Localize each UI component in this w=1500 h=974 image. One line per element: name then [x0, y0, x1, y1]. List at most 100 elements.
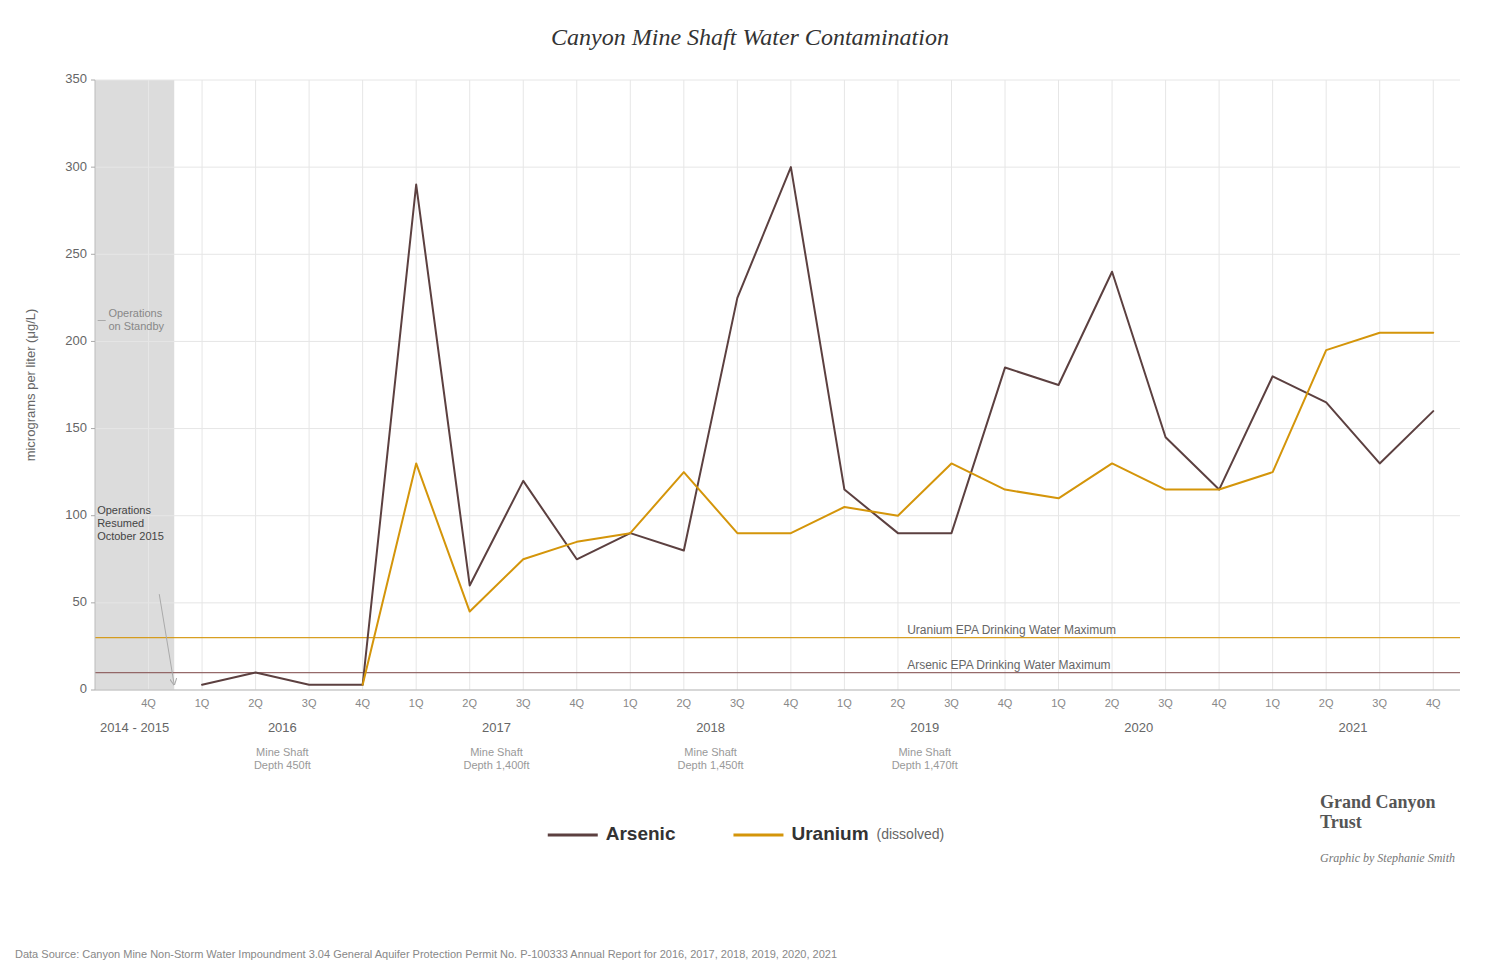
- x-tick-label: 4Q: [355, 697, 370, 709]
- y-tick-label: 0: [80, 681, 87, 696]
- x-group-label: 2018: [696, 720, 725, 735]
- y-tick: [91, 254, 95, 255]
- source: Data Source: Canyon Mine Non-Storm Water…: [15, 948, 837, 960]
- x-tick-label: 2Q: [462, 697, 477, 709]
- legend-label: Uranium: [791, 823, 868, 844]
- y-grid-line: [95, 254, 1460, 255]
- x-grid-line: [1326, 80, 1327, 690]
- standby-dash: [98, 320, 106, 321]
- y-grid-line: [95, 428, 1460, 429]
- y-tick-label: 150: [65, 420, 87, 435]
- x-group-label: 2019: [910, 720, 939, 735]
- legend: Arsenic Uranium (dissolved): [548, 823, 944, 844]
- legend-swatch: [548, 834, 598, 837]
- series-line: [363, 333, 1434, 685]
- series-line: [202, 167, 1433, 685]
- y-grid-line: [95, 80, 1460, 81]
- x-grid-line: [683, 80, 684, 690]
- x-grid-line: [362, 80, 363, 690]
- x-tick-label: 1Q: [195, 697, 210, 709]
- x-tick-label: 2Q: [891, 697, 906, 709]
- logo-text: Grand CanyonTrust: [1320, 792, 1436, 832]
- x-group-label: 2014 - 2015: [100, 720, 169, 735]
- x-grid-line: [630, 80, 631, 690]
- x-tick-label: 3Q: [944, 697, 959, 709]
- title: Canyon Mine Shaft Water Contamination: [551, 24, 949, 50]
- x-grid-line: [1219, 80, 1220, 690]
- y-tick: [91, 515, 95, 516]
- y-tick: [91, 428, 95, 429]
- legend-note: (dissolved): [877, 826, 945, 842]
- y-tick: [91, 167, 95, 168]
- x-tick-label: 2Q: [248, 697, 263, 709]
- x-grid-line: [148, 80, 149, 690]
- standby-region: [95, 80, 174, 690]
- x-tick-label: 4Q: [1212, 697, 1227, 709]
- y-tick-label: 300: [65, 159, 87, 174]
- x-tick-label: 3Q: [730, 697, 745, 709]
- x-grid-line: [416, 80, 417, 690]
- x-group-sublabel: Mine ShaftDepth 1,470ft: [892, 746, 958, 771]
- y-tick-label: 50: [73, 594, 87, 609]
- plot-area: [95, 167, 1460, 685]
- x-axis-line: [95, 690, 1460, 691]
- y-grid-line: [95, 167, 1460, 168]
- x-tick-label: 3Q: [1158, 697, 1173, 709]
- x-grid-line: [844, 80, 845, 690]
- x-tick-label: 2Q: [1319, 697, 1334, 709]
- reference-label: Uranium EPA Drinking Water Maximum: [907, 623, 1116, 637]
- resumed-arrow: [159, 594, 174, 685]
- x-grid-line: [1112, 80, 1113, 690]
- x-grid-line: [1165, 80, 1166, 690]
- standby-note: Operationson Standby: [108, 307, 164, 332]
- y-tick: [91, 341, 95, 342]
- x-tick-label: 4Q: [141, 697, 156, 709]
- x-tick-label: 1Q: [837, 697, 852, 709]
- x-grid-line: [309, 80, 310, 690]
- x-grid-line: [1379, 80, 1380, 690]
- x-tick-label: 3Q: [302, 697, 317, 709]
- x-group-sublabel: Mine ShaftDepth 1,400ft: [463, 746, 529, 771]
- x-tick-label: 3Q: [516, 697, 531, 709]
- legend-label: Arsenic: [606, 823, 676, 844]
- x-tick-label: 4Q: [569, 697, 584, 709]
- resumed-note: OperationsResumedOctober 2015: [97, 504, 164, 542]
- x-group-label: 2016: [268, 720, 297, 735]
- x-grid-line: [737, 80, 738, 690]
- reference-line: [95, 637, 1460, 638]
- x-grid-line: [255, 80, 256, 690]
- x-group-sublabel: Mine ShaftDepth 1,450ft: [678, 746, 744, 771]
- x-group-label: 2017: [482, 720, 511, 735]
- x-group-sublabel: Mine ShaftDepth 450ft: [254, 746, 311, 771]
- x-tick-label: 4Q: [998, 697, 1013, 709]
- chart: Canyon Mine Shaft Water Contamination Ura…: [0, 0, 1500, 974]
- y-tick: [91, 602, 95, 603]
- reference-line: [95, 672, 1460, 673]
- x-tick-label: 1Q: [1265, 697, 1280, 709]
- y-tick: [91, 80, 95, 81]
- x-tick-label: 3Q: [1372, 697, 1387, 709]
- x-grid-line: [523, 80, 524, 690]
- y-axis-label: micrograms per liter (μg/L): [23, 309, 38, 462]
- x-tick-label: 1Q: [409, 697, 424, 709]
- x-grid-line: [1433, 80, 1434, 690]
- y-axis-line: [95, 80, 96, 690]
- y-tick-label: 250: [65, 246, 87, 261]
- x-tick-label: 2Q: [1105, 697, 1120, 709]
- x-grid-line: [951, 80, 952, 690]
- x-grid-line: [897, 80, 898, 690]
- y-tick-label: 100: [65, 507, 87, 522]
- x-grid-line: [1272, 80, 1273, 690]
- y-grid-line: [95, 690, 1460, 691]
- x-grid-line: [469, 80, 470, 690]
- y-tick: [91, 690, 95, 691]
- x-tick-label: 2Q: [676, 697, 691, 709]
- y-tick-label: 200: [65, 333, 87, 348]
- x-grid-line: [202, 80, 203, 690]
- legend-swatch: [733, 834, 783, 837]
- x-tick-label: 4Q: [1426, 697, 1441, 709]
- x-grid-line: [1005, 80, 1006, 690]
- y-grid-line: [95, 341, 1460, 342]
- x-tick-label: 1Q: [623, 697, 638, 709]
- credit: Graphic by Stephanie Smith: [1320, 851, 1455, 865]
